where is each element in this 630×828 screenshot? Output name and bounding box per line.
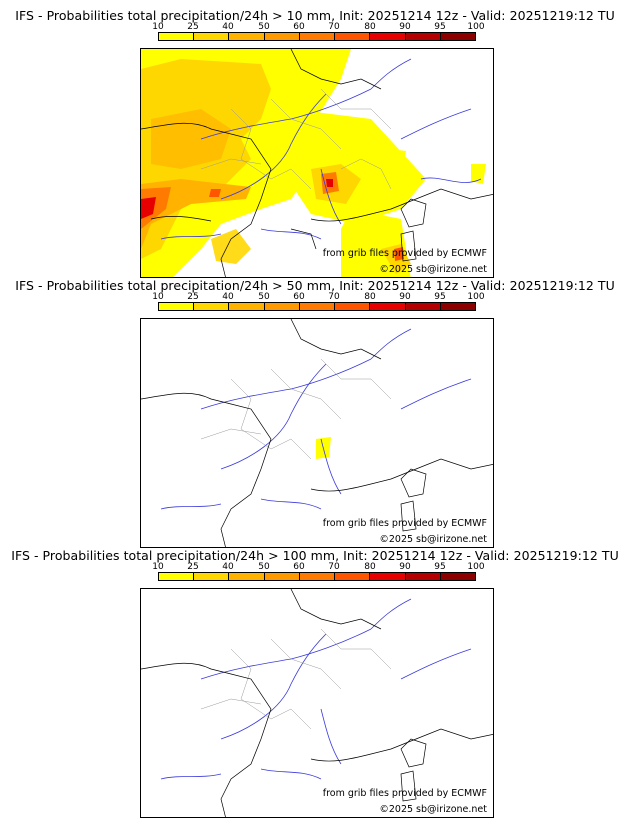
colorbar-swatch (194, 573, 230, 580)
colorbar-label: 95 (434, 562, 446, 572)
colorbar-swatch (440, 33, 475, 40)
colorbar-swatch (335, 33, 371, 40)
colorbar-swatch (335, 573, 371, 580)
colorbar-swatch (159, 573, 195, 580)
colorbar-swatch (229, 33, 265, 40)
probability-shading (141, 49, 486, 277)
source-credit: from grib files provided by ECMWF (322, 518, 487, 529)
colorbar-label: 80 (364, 292, 376, 302)
colorbar-label: 80 (364, 562, 376, 572)
colorbar-swatch (299, 303, 336, 310)
colorbar-label: 70 (328, 562, 340, 572)
panel-title: IFS - Probabilities total precipitation/… (11, 548, 619, 563)
copyright: ©2025 sb@irizone.net (379, 804, 487, 815)
colorbar-label: 40 (222, 562, 234, 572)
colorbar-label: 10 (152, 22, 164, 32)
colorbar-swatch (159, 33, 195, 40)
panel-10mm: IFS - Probabilities total precipitation/… (0, 8, 630, 278)
colorbar-swatch (440, 573, 475, 580)
precipitation-map (141, 319, 493, 547)
colorbar-label: 90 (399, 562, 411, 572)
source-credit: from grib files provided by ECMWF (322, 248, 487, 259)
colorbar-label: 25 (187, 292, 199, 302)
map-50mm: from grib files provided by ECMWF ©2025 … (140, 318, 494, 548)
colorbar-label: 70 (328, 292, 340, 302)
colorbar-label: 10 (152, 292, 164, 302)
region-borders (200, 358, 392, 460)
colorbar-label: 50 (258, 562, 270, 572)
map-10mm: from grib files provided by ECMWF ©2025 … (140, 48, 494, 278)
colorbar-swatch (299, 573, 336, 580)
colorbar-label: 70 (328, 22, 340, 32)
copyright: ©2025 sb@irizone.net (379, 264, 487, 275)
colorbar-swatch (229, 573, 265, 580)
colorbar-label: 90 (399, 22, 411, 32)
panel-title: IFS - Probabilities total precipitation/… (15, 8, 615, 23)
colorbar-swatch (335, 303, 371, 310)
panel-100mm: IFS - Probabilities total precipitation/… (0, 548, 630, 818)
colorbar-swatch (299, 33, 336, 40)
colorbar-label: 95 (434, 22, 446, 32)
colorbar-swatch (229, 303, 265, 310)
colorbar-label: 60 (293, 22, 305, 32)
precipitation-map (141, 49, 493, 277)
colorbar-label: 100 (467, 562, 485, 572)
colorbar-swatch (405, 303, 441, 310)
colorbar-swatch (370, 303, 406, 310)
colorbar-label: 60 (293, 292, 305, 302)
colorbar-swatch (264, 573, 300, 580)
colorbar-swatch (194, 33, 230, 40)
colorbar-label: 40 (222, 292, 234, 302)
colorbar-swatch (440, 303, 475, 310)
panel-50mm: IFS - Probabilities total precipitation/… (0, 278, 630, 548)
colorbar-swatch (194, 303, 230, 310)
region-borders (200, 628, 392, 730)
colorbar-label: 25 (187, 22, 199, 32)
colorbar-label: 100 (467, 22, 485, 32)
source-credit: from grib files provided by ECMWF (322, 788, 487, 799)
colorbar-label: 10 (152, 562, 164, 572)
colorbar-swatch (159, 303, 195, 310)
colorbar-swatch (405, 33, 441, 40)
colorbar-swatch (405, 573, 441, 580)
colorbar-label: 50 (258, 22, 270, 32)
colorbar-label: 60 (293, 562, 305, 572)
colorbar-labels: 10 25 40 50 60 70 80 90 95 100 (152, 292, 484, 302)
copyright: ©2025 sb@irizone.net (379, 534, 487, 545)
colorbar-label: 90 (399, 292, 411, 302)
colorbar-labels: 10 25 40 50 60 70 80 90 95 100 (152, 562, 484, 572)
colorbar-label: 25 (187, 562, 199, 572)
colorbar (158, 32, 476, 41)
colorbar (158, 302, 476, 311)
precipitation-map (141, 589, 493, 817)
coastlines (141, 589, 493, 817)
colorbar-swatch (264, 303, 300, 310)
colorbar (158, 572, 476, 581)
colorbar-label: 80 (364, 22, 376, 32)
rivers (160, 58, 482, 240)
coastlines (141, 319, 493, 547)
colorbar-label: 50 (258, 292, 270, 302)
colorbar-label: 100 (467, 292, 485, 302)
colorbar-swatch (370, 573, 406, 580)
colorbar-label: 95 (434, 292, 446, 302)
map-100mm: from grib files provided by ECMWF ©2025 … (140, 588, 494, 818)
colorbar-label: 40 (222, 22, 234, 32)
region-borders (200, 88, 392, 190)
coastlines (141, 49, 493, 277)
colorbar-swatch (264, 33, 300, 40)
panel-title: IFS - Probabilities total precipitation/… (15, 278, 615, 293)
colorbar-swatch (370, 33, 406, 40)
colorbar-labels: 10 25 40 50 60 70 80 90 95 100 (152, 22, 484, 32)
